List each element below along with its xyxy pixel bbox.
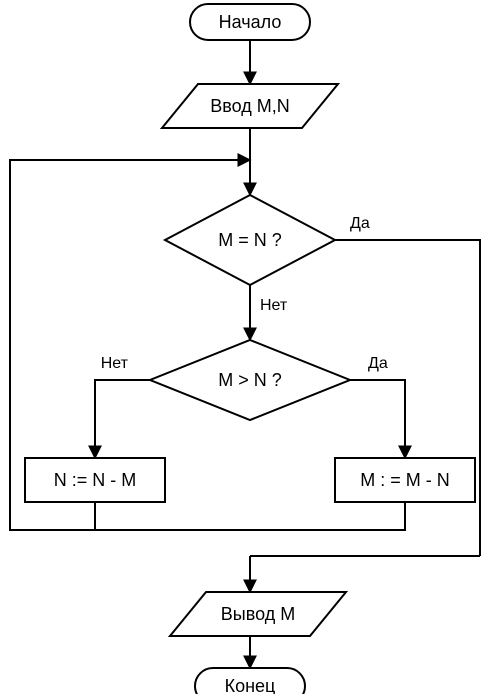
node-dec1-label: M = N ?	[218, 230, 282, 250]
node-input-label: Ввод M,N	[210, 96, 289, 116]
edge-dec2-yes: Да	[350, 355, 405, 458]
dec1-no-label: Нет	[260, 297, 288, 314]
node-end-label: Конец	[225, 676, 276, 694]
dec2-no-label: Нет	[101, 355, 129, 372]
node-dec1: M = N ?	[165, 195, 335, 285]
node-dec2: M > N ?	[150, 340, 350, 420]
edge-dec1-no: Нет	[250, 285, 288, 340]
node-input: Ввод M,N	[162, 84, 338, 128]
flowchart-svg: Начало Ввод M,N M = N ? Да Нет M > N ? Н…	[0, 0, 500, 694]
node-start: Начало	[190, 4, 310, 40]
node-output: Вывод M	[170, 592, 346, 636]
edge-procL-loop	[95, 502, 250, 530]
dec1-yes-label: Да	[350, 215, 370, 232]
node-procR-label: M : = M - N	[360, 470, 450, 490]
node-start-label: Начало	[219, 12, 282, 32]
node-procL-label: N := N - M	[54, 470, 137, 490]
node-output-label: Вывод M	[221, 604, 295, 624]
node-procR: M : = M - N	[335, 458, 475, 502]
edge-dec1-yes: Да	[335, 215, 480, 556]
node-dec2-label: M > N ?	[218, 370, 282, 390]
edge-procR-loop	[250, 502, 405, 530]
edge-dec2-no: Нет	[95, 355, 150, 458]
node-end: Конец	[195, 668, 305, 694]
node-procL: N := N - M	[25, 458, 165, 502]
dec2-yes-label: Да	[368, 355, 388, 372]
